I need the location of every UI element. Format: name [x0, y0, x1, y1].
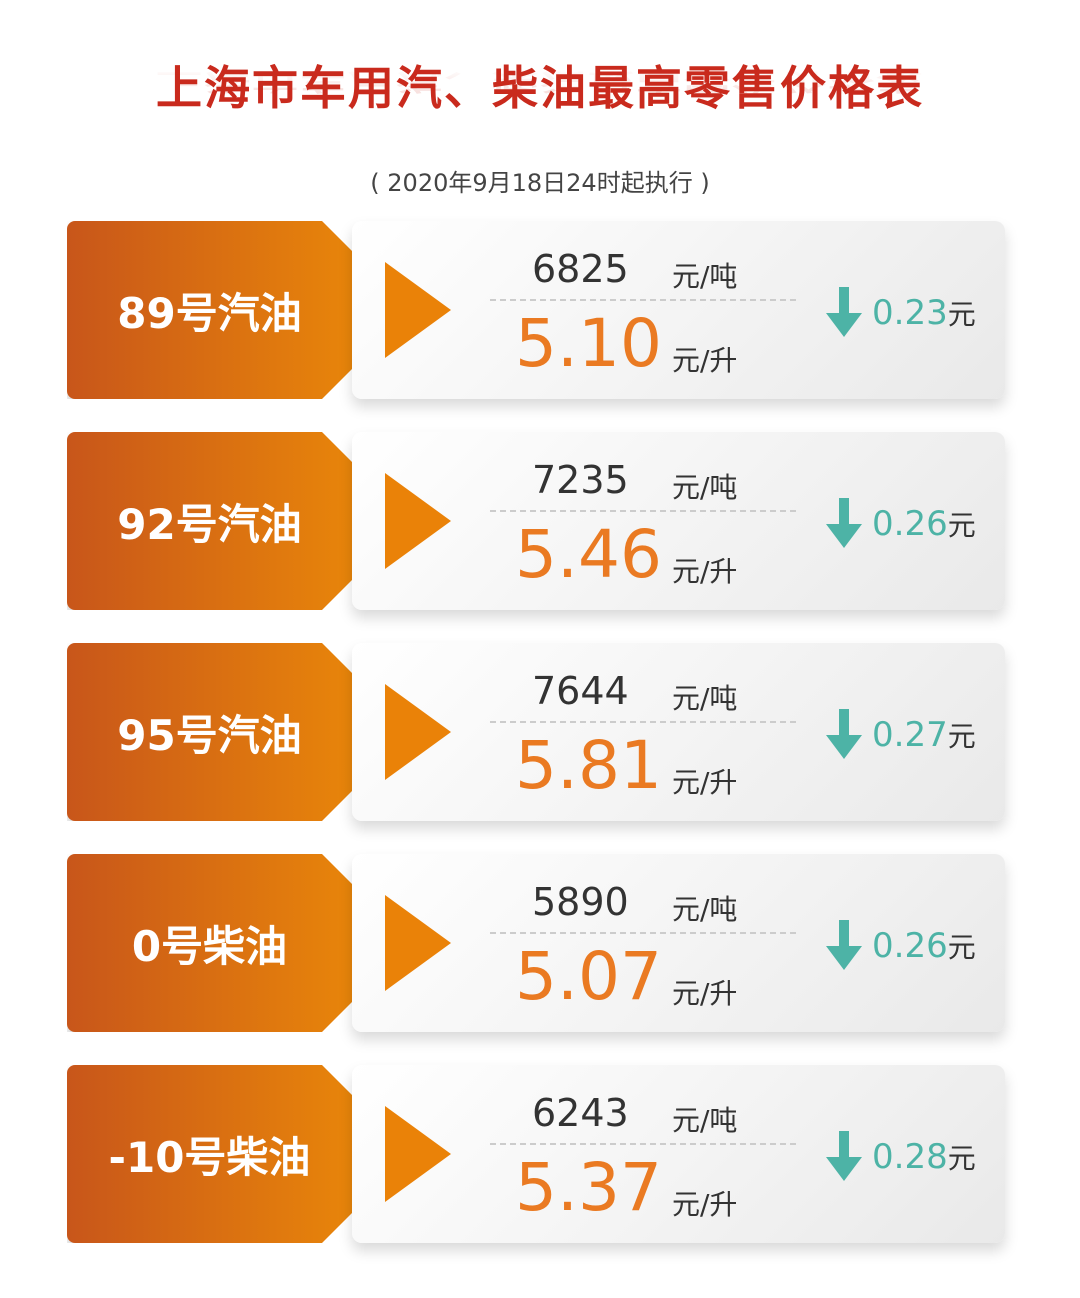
- price-per-liter: 5.46: [515, 516, 662, 593]
- price-card: 6243 元/吨 5.37 元/升 0.28元: [352, 1065, 1005, 1243]
- ton-unit: 元/吨: [672, 893, 738, 926]
- play-triangle-icon: [385, 262, 451, 358]
- price-card: 6825 元/吨 5.10 元/升 0.23元: [352, 221, 1005, 399]
- price-card: 7235 元/吨 5.46 元/升 0.26元: [352, 432, 1005, 610]
- price-per-liter: 5.81: [515, 727, 662, 804]
- fuel-tab: [67, 432, 352, 610]
- fuel-name: 92号汽油: [117, 499, 302, 549]
- change-unit: 元: [947, 720, 976, 753]
- fuel-row: 92号汽油 7235 元/吨 5.46 元/升 0.26元: [67, 432, 1005, 610]
- price-per-liter: 5.37: [515, 1149, 662, 1226]
- arrow-down-icon: [826, 498, 862, 548]
- title-reflection: 上海市车用汽、柴油最高零售价格表: [156, 68, 924, 96]
- liter-unit: 元/升: [672, 344, 738, 377]
- change-unit: 元: [947, 509, 976, 542]
- price-change: 0.28元: [872, 1137, 976, 1177]
- price-card: 5890 元/吨 5.07 元/升 0.26元: [352, 854, 1005, 1032]
- price-per-ton: 6243: [532, 1091, 629, 1135]
- change-value: 0.26: [872, 504, 948, 544]
- fuel-name: 95号汽油: [117, 710, 302, 760]
- liter-unit: 元/升: [672, 1188, 738, 1221]
- liter-unit: 元/升: [672, 555, 738, 588]
- play-triangle-icon: [385, 684, 451, 780]
- play-triangle-icon: [385, 1106, 451, 1202]
- fuel-name: -10号柴油: [108, 1132, 311, 1182]
- fuel-tab: [67, 854, 352, 1032]
- change-value: 0.27: [872, 715, 948, 755]
- arrow-down-icon: [826, 709, 862, 759]
- price-change: 0.26元: [872, 926, 976, 966]
- change-unit: 元: [947, 298, 976, 331]
- liter-unit: 元/升: [672, 766, 738, 799]
- arrow-down-icon: [826, 920, 862, 970]
- change-value: 0.26: [872, 926, 948, 966]
- page-title: 上海市车用汽、柴油最高零售价格表: [156, 61, 924, 115]
- ton-unit: 元/吨: [672, 1104, 738, 1137]
- fuel-name: 0号柴油: [131, 921, 288, 971]
- ton-unit: 元/吨: [672, 682, 738, 715]
- arrow-down-icon: [826, 287, 862, 337]
- change-value: 0.28: [872, 1137, 948, 1177]
- change-value: 0.23: [872, 293, 948, 333]
- fuel-tab: [67, 1065, 352, 1243]
- price-per-liter: 5.10: [515, 305, 662, 382]
- price-per-ton: 7644: [532, 669, 629, 713]
- fuel-name: 89号汽油: [117, 288, 302, 338]
- fuel-row: 89号汽油 6825 元/吨 5.10 元/升 0.23元: [67, 221, 1005, 399]
- play-triangle-icon: [385, 473, 451, 569]
- price-per-ton: 6825: [532, 247, 629, 291]
- divider: [490, 721, 796, 723]
- price-per-liter: 5.07: [515, 938, 662, 1015]
- ton-unit: 元/吨: [672, 471, 738, 504]
- arrow-down-icon: [826, 1131, 862, 1181]
- play-triangle-icon: [385, 895, 451, 991]
- change-unit: 元: [947, 931, 976, 964]
- divider: [490, 510, 796, 512]
- change-unit: 元: [947, 1142, 976, 1175]
- price-card: 7644 元/吨 5.81 元/升 0.27元: [352, 643, 1005, 821]
- effective-date: ( 2020年9月18日24时起执行 ): [370, 169, 710, 197]
- price-change: 0.27元: [872, 715, 976, 755]
- price-change: 0.26元: [872, 504, 976, 544]
- fuel-row: 0号柴油 5890 元/吨 5.07 元/升 0.26元: [67, 854, 1005, 1032]
- fuel-tab: [67, 221, 352, 399]
- divider: [490, 299, 796, 301]
- ton-unit: 元/吨: [672, 260, 738, 293]
- fuel-row: -10号柴油 6243 元/吨 5.37 元/升 0.28元: [67, 1065, 1005, 1243]
- fuel-row: 95号汽油 7644 元/吨 5.81 元/升 0.27元: [67, 643, 1005, 821]
- divider: [490, 932, 796, 934]
- divider: [490, 1143, 796, 1145]
- price-per-ton: 7235: [532, 458, 629, 502]
- fuel-tab: [67, 643, 352, 821]
- price-per-ton: 5890: [532, 880, 629, 924]
- liter-unit: 元/升: [672, 977, 738, 1010]
- price-change: 0.23元: [872, 293, 976, 333]
